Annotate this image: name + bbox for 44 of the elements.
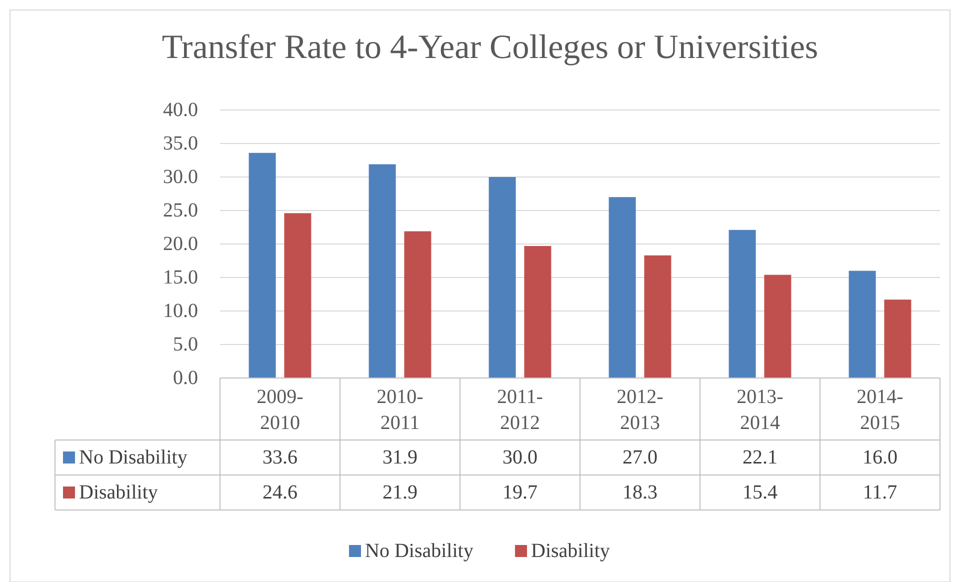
y-tick-label: 20.0 [163,233,198,255]
x-tick-label: 2010-2011 [376,386,424,434]
data-label: 27.0 [622,446,658,468]
data-label: 18.3 [622,482,658,504]
legend-label: No Disability [79,446,188,468]
x-tick-label: 2009-2010 [256,386,304,434]
data-label: 11.7 [862,482,898,504]
data-label: 30.0 [502,446,538,468]
data-label: 22.1 [742,446,778,468]
text: Disability [79,482,158,504]
data-label: 21.9 [382,482,418,504]
data-label: 31.9 [382,446,418,468]
x-tick-label: 2014-2015 [856,386,904,434]
x-tick-label: 2011-2012 [497,386,543,434]
text: No Disability [365,540,474,562]
y-tick-label: 40.0 [163,99,198,121]
bar [284,213,312,378]
bar [728,230,756,378]
bar [488,177,516,378]
legend-label: Disability [531,540,610,562]
chart-title: Transfer Rate to 4-Year Colleges or Universities [162,29,818,66]
y-tick-label: 25.0 [163,200,198,222]
bar [524,246,552,378]
data-label: 15.4 [742,482,778,504]
data-label: 24.6 [262,482,298,504]
bar [848,270,876,378]
x-tick-label: 2013-2014 [736,386,784,434]
bar [368,164,396,378]
y-tick-label: 0.0 [173,367,198,389]
bar [884,300,912,378]
bar [248,152,276,378]
data-label: 33.6 [262,446,298,468]
bar [764,274,792,378]
y-tick-label: 5.0 [173,334,198,356]
x-tick-label: 2012-2013 [616,386,664,434]
bar [608,197,636,378]
data-label: 19.7 [502,482,538,504]
y-tick-label: 15.0 [163,266,198,288]
data-label: 16.0 [862,446,898,468]
bar [404,231,432,378]
y-tick-label: 35.0 [163,132,198,154]
bar [644,255,672,378]
y-tick-label: 30.0 [163,166,198,188]
y-tick-label: 10.0 [163,300,198,322]
